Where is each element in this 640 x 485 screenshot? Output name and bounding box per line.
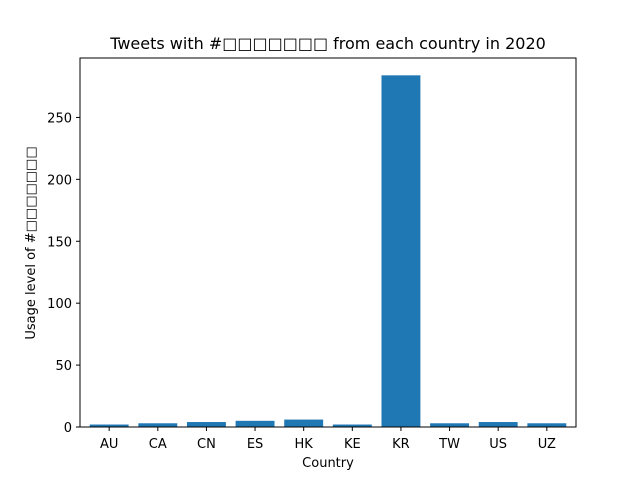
x-tick-label: HK — [295, 437, 314, 452]
y-axis-label: Usage level of #□□□□□□□ — [24, 146, 39, 339]
axes-layer: AU CA CN ES HK KE KR TW US UZ 0 50 100 150 200 250 — [47, 57, 577, 452]
x-tick-label: KR — [392, 437, 410, 452]
chart-title: Tweets with #□□□□□□□ from each country i… — [109, 34, 546, 53]
bar-us — [478, 422, 518, 427]
plot-frame — [79, 57, 577, 428]
x-tick-label: KE — [344, 437, 361, 452]
bar-au — [89, 424, 129, 427]
bar-kr — [381, 75, 421, 427]
bar-ca — [138, 423, 178, 427]
x-tick-label: CA — [149, 437, 167, 452]
bars-layer — [89, 75, 567, 427]
y-tick-label: 250 — [47, 111, 72, 126]
x-tick-label: UZ — [538, 437, 556, 452]
bar-ke — [332, 424, 372, 427]
bar-es — [235, 420, 275, 427]
y-tick-label: 200 — [47, 173, 72, 188]
bar-tw — [430, 423, 470, 427]
x-tick-label: AU — [100, 437, 118, 452]
y-tick-label: 100 — [47, 297, 72, 312]
y-tick-label: 150 — [47, 235, 72, 250]
bar-uz — [527, 423, 567, 427]
x-tick-label: TW — [438, 437, 460, 452]
x-tick-label: US — [489, 437, 507, 452]
x-tick-label: CN — [197, 437, 216, 452]
bar-hk — [284, 419, 324, 427]
bar-cn — [186, 422, 226, 427]
y-tick-label: 50 — [55, 359, 72, 374]
x-axis-label: Country — [302, 456, 354, 471]
y-tick-label: 0 — [64, 421, 72, 436]
x-tick-label: ES — [247, 437, 263, 452]
